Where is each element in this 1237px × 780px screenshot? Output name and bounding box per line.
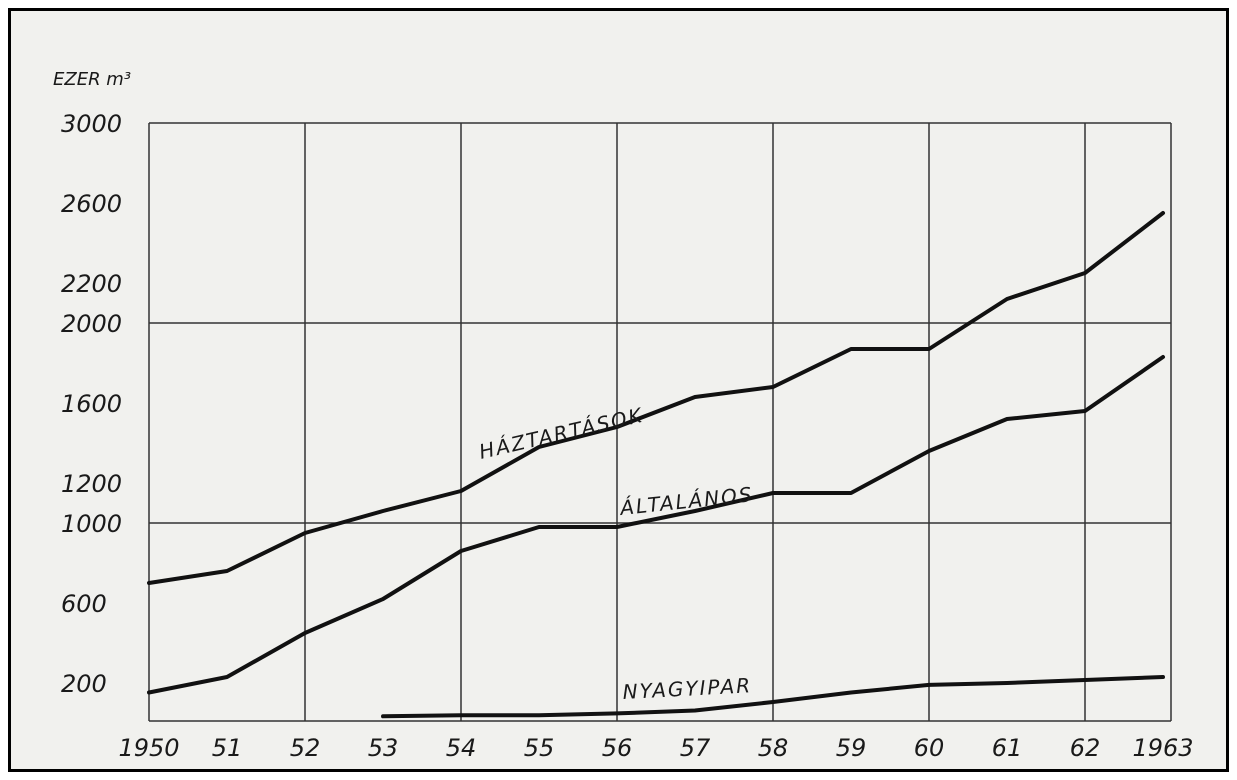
x-tick-label: 56 — [602, 734, 633, 762]
x-tick-label: 62 — [1070, 734, 1101, 762]
chart-frame: 3000 2600 2200 2000 1600 1200 1000 600 200 1950 5… — [8, 8, 1229, 772]
y-tick-label: 2200 — [61, 270, 122, 298]
x-tick-label: 1963 — [1132, 734, 1193, 762]
y-tick-label: 200 — [61, 670, 107, 698]
x-tick-label: 57 — [680, 734, 711, 762]
series-line-nyagyipar — [381, 675, 1165, 719]
x-tick-label: 60 — [914, 734, 945, 762]
y-tick-label: 1200 — [61, 470, 122, 498]
y-tick-label: 600 — [61, 590, 107, 618]
x-axis-ticks: 1950 51 52 53 54 55 56 57 58 59 60 61 62 1963 — [118, 734, 1193, 762]
x-tick-label: 58 — [758, 734, 789, 762]
series-label: HÁZTARTÁSOK — [477, 403, 646, 464]
series-line-altalanos — [147, 355, 1165, 695]
series-layer — [147, 211, 1165, 719]
y-axis-unit-label: EZER m³ — [53, 69, 131, 90]
x-tick-label: 55 — [524, 734, 555, 762]
y-tick-label: 2600 — [61, 190, 122, 218]
x-tick-label: 51 — [212, 734, 243, 762]
series-line-haztartasok — [147, 211, 1165, 585]
x-tick-label: 59 — [836, 734, 867, 762]
series-label: NYAGYIPAR — [622, 673, 753, 704]
x-tick-label: 61 — [992, 734, 1023, 762]
x-tick-label: 52 — [290, 734, 321, 762]
y-tick-label: 1000 — [61, 510, 122, 538]
grid — [148, 122, 1172, 722]
y-tick-label: 1600 — [61, 390, 122, 418]
y-axis-ticks: 3000 2600 2200 2000 1600 1200 1000 600 200 — [61, 110, 122, 698]
y-tick-label: 2000 — [61, 310, 122, 338]
x-tick-label: 54 — [446, 734, 477, 762]
x-tick-label: 53 — [368, 734, 399, 762]
x-tick-label: 1950 — [118, 734, 179, 762]
y-tick-label: 3000 — [61, 110, 122, 138]
line-chart: 3000 2600 2200 2000 1600 1200 1000 600 200 1950 5… — [53, 69, 1194, 762]
